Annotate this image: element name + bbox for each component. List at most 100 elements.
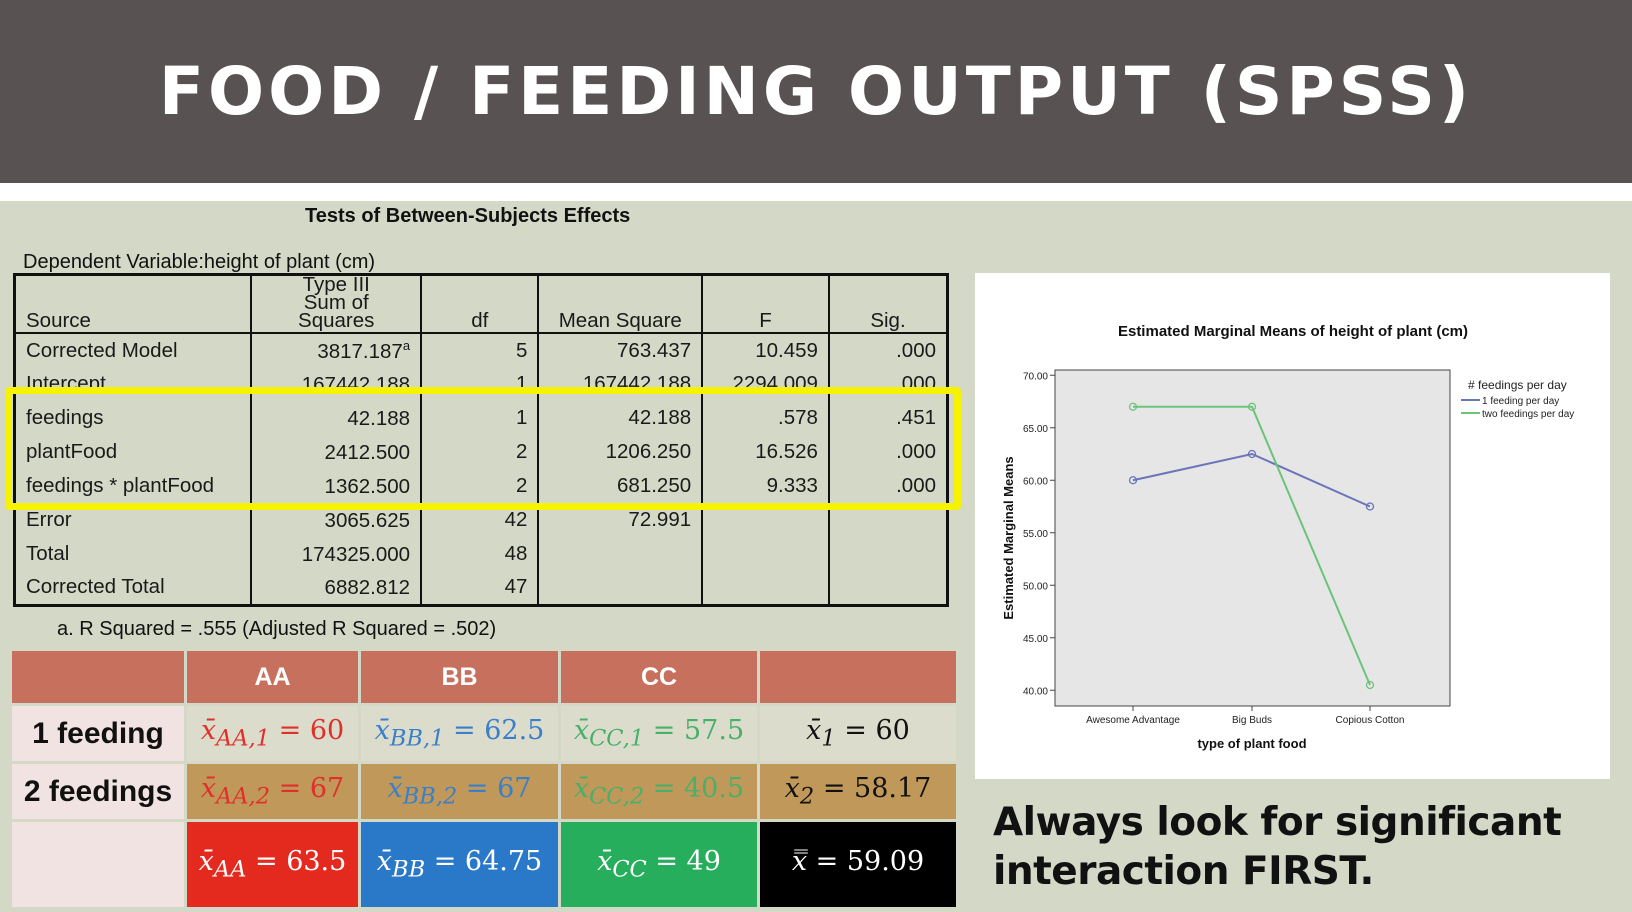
- grand-mean: x̿ = 59.09: [760, 822, 956, 907]
- mean-feeding-2: x̄2 = 58.17: [760, 764, 956, 819]
- title-divider: [0, 183, 1632, 201]
- anova-row: Corrected Model 3817.187a 5 763.437 10.459.0…: [15, 333, 948, 367]
- legend-label-1: 1 feeding per day: [1482, 396, 1559, 407]
- anova-source: feedings * plantFood: [26, 474, 215, 497]
- mean-aa-marginal: x̄AA = 63.5: [187, 822, 358, 907]
- anova-source: Corrected Model: [26, 338, 178, 362]
- plot-area: [1054, 369, 1451, 707]
- mean-aa-1: x̄AA,1 = 60: [187, 706, 358, 761]
- legend-title: # feedings per day: [1468, 378, 1567, 392]
- mean-feeding-1: x̄1 = 60: [760, 706, 956, 761]
- anova-source: Intercept: [26, 372, 106, 395]
- row-label-1-feeding: 1 feeding: [12, 706, 184, 761]
- anova-f: 16.526: [701, 435, 829, 469]
- anova-row: feedings 42.188 1 42.188.578.451: [15, 401, 948, 435]
- y-tick-label: 65.00: [1023, 424, 1048, 435]
- mean-aa-2: x̄AA,2 = 67: [187, 764, 358, 819]
- means-header-marginal: [760, 651, 956, 703]
- anova-ms: [537, 537, 703, 571]
- means-row-1-feeding: 1 feeding x̄AA,1 = 60 x̄BB,1 = 62.5 x̄CC…: [12, 706, 956, 761]
- means-header-corner: [12, 651, 184, 703]
- anova-source: Error: [26, 508, 72, 531]
- anova-sig: .000: [827, 367, 948, 401]
- anova-ms: 167442.188: [537, 367, 703, 401]
- anova-ss: 2412.500: [250, 435, 422, 469]
- row-label-2-feedings: 2 feedings: [12, 764, 184, 819]
- anova-df: 48: [420, 537, 539, 571]
- header-sum-of-squares: Type III Sum of Squares: [250, 274, 422, 334]
- x-tick-label: Copious Cotton: [1336, 715, 1405, 726]
- header-source: Source: [14, 274, 252, 334]
- anova-ms: 72.991: [537, 503, 703, 537]
- anova-ss: 1362.500: [250, 469, 422, 503]
- anova-ms: 1206.250: [537, 435, 703, 469]
- series-line-2: [1133, 405, 1371, 686]
- anova-table: Source Type III Sum of Squares df Mean S…: [13, 273, 949, 607]
- data-point: [1128, 402, 1138, 411]
- anova-df: 42: [420, 503, 539, 537]
- anova-sig: .000: [827, 333, 948, 367]
- x-axis-label: type of plant food: [1197, 736, 1306, 751]
- cell-means-table: AA BB CC 1 feeding x̄AA,1 = 60 x̄BB,1 = …: [9, 648, 959, 910]
- chart-title: Estimated Marginal Means of height of pl…: [1118, 323, 1468, 340]
- anova-body: Corrected Model 3817.187a 5 763.437 10.459.0…: [15, 333, 948, 605]
- means-header-aa: AA: [187, 651, 358, 703]
- anova-ss: 174325.000: [250, 537, 422, 571]
- anova-df: 2: [420, 469, 539, 503]
- anova-sig: .451: [827, 401, 948, 435]
- interaction-chart-panel: Estimated Marginal Means of height of pl…: [975, 273, 1610, 779]
- anova-source: plantFood: [26, 440, 118, 463]
- anova-ss: 3065.625: [250, 503, 422, 537]
- dependent-variable-label: Dependent Variable:height of plant (cm): [23, 251, 376, 273]
- y-tick-label: 45.00: [1023, 634, 1048, 645]
- takeaway-note: Always look for significant interaction …: [993, 800, 1562, 894]
- means-header-bb: BB: [361, 651, 558, 703]
- anova-df: 1: [420, 401, 539, 435]
- data-point: [1365, 502, 1375, 511]
- means-header-row: AA BB CC: [12, 651, 956, 703]
- means-row-2-feedings: 2 feedings x̄AA,2 = 67 x̄BB,2 = 67 x̄CC,…: [12, 764, 956, 819]
- anova-table-title: Tests of Between-Subjects Effects: [305, 205, 631, 227]
- anova-df: 2: [420, 435, 539, 469]
- mean-cc-marginal: x̄CC = 49: [561, 822, 757, 907]
- series-line-1: [1132, 452, 1371, 508]
- anova-row: Error 3065.625 42 72.991: [15, 503, 948, 537]
- anova-df: 47: [420, 571, 539, 605]
- data-point: [1247, 402, 1257, 411]
- anova-df: 1: [420, 367, 539, 401]
- anova-sig: [827, 503, 948, 537]
- anova-sig: .000: [827, 469, 948, 503]
- mean-bb-1: x̄BB,1 = 62.5: [361, 706, 558, 761]
- anova-row: plantFood 2412.500 2 1206.250 16.526.000: [15, 435, 948, 469]
- header-df: df: [420, 274, 539, 334]
- anova-f: 9.333: [701, 469, 829, 503]
- anova-df: 5: [420, 333, 539, 367]
- anova-ss: 42.188: [250, 401, 422, 435]
- anova-sig: [827, 571, 948, 605]
- mean-cc-2: x̄CC,2 = 40.5: [561, 764, 757, 819]
- anova-source: Corrected Total: [26, 575, 165, 599]
- x-tick-label: Big Buds: [1232, 715, 1272, 726]
- anova-row: Intercept 167442.188 1 167442.188 2294.009.0…: [15, 367, 948, 401]
- mean-bb-marginal: x̄BB = 64.75: [361, 822, 558, 907]
- title-bar: FOOD / FEEDING OUTPUT (SPSS): [0, 0, 1632, 183]
- y-tick-label: 60.00: [1023, 476, 1048, 487]
- y-tick-label: 40.00: [1023, 686, 1048, 697]
- anova-row: feedings * plantFood 1362.500 2 681.250 9.33…: [15, 469, 948, 503]
- y-tick-label: 50.00: [1023, 581, 1048, 592]
- anova-ss: 3817.187a: [250, 333, 422, 367]
- anova-f: [701, 537, 829, 571]
- anova-source: Total: [26, 542, 70, 565]
- slide-title: FOOD / FEEDING OUTPUT (SPSS): [158, 53, 1474, 130]
- header-f: F: [701, 274, 829, 334]
- anova-ss: 6882.812: [250, 571, 422, 605]
- anova-source: feedings: [26, 406, 104, 429]
- y-tick-label: 55.00: [1023, 529, 1048, 540]
- y-axis-label: Estimated Marginal Means: [1001, 456, 1016, 619]
- header-mean-square: Mean Square: [537, 274, 703, 334]
- footnote-marker: a: [402, 337, 411, 353]
- anova-ss: 167442.188: [250, 367, 422, 401]
- anova-sig: [827, 537, 948, 571]
- anova-f: .578: [701, 401, 829, 435]
- means-header-cc: CC: [561, 651, 757, 703]
